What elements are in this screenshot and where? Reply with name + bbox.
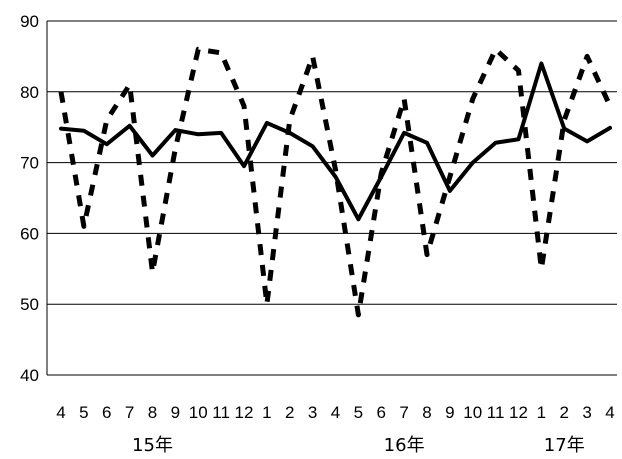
x-tick-label: 4 — [56, 403, 65, 422]
y-tick-label: 70 — [20, 154, 39, 173]
x-tick-label: 1 — [537, 403, 546, 422]
y-tick-label: 40 — [20, 366, 39, 385]
x-tick-label: 11 — [487, 403, 505, 422]
dashed-series-line — [58, 46, 613, 318]
solid-series-line — [59, 61, 612, 222]
x-tick-label: 6 — [377, 403, 386, 422]
x-tick-label: 1 — [262, 403, 271, 422]
x-tick-label: 12 — [509, 403, 528, 422]
x-tick-label: 8 — [422, 403, 431, 422]
x-tick-label: 12 — [235, 403, 254, 422]
x-tick-label: 10 — [189, 403, 208, 422]
x-tick-label: 5 — [79, 403, 88, 422]
y-tick-label: 80 — [20, 83, 39, 102]
x-tick-label: 5 — [354, 403, 363, 422]
x-tick-label: 9 — [171, 403, 180, 422]
series-layer — [58, 46, 613, 318]
x-tick-label: 8 — [148, 403, 157, 422]
year-labels: 15年 16年 17年 — [132, 435, 585, 456]
grid-lines — [47, 20, 617, 376]
x-tick-label: 3 — [308, 403, 317, 422]
y-tick-label: 90 — [20, 12, 39, 31]
x-tick-label: 4 — [605, 403, 614, 422]
x-tick-label: 2 — [285, 403, 294, 422]
year-label: 17年 — [544, 435, 585, 456]
x-tick-label: 2 — [560, 403, 569, 422]
x-tick-label: 10 — [463, 403, 482, 422]
x-tick-labels: 4 5 6 7 8 9 10 11 12 1 2 3 4 5 6 7 8 9 10 11 12 1 2 3 4 — [56, 403, 614, 422]
y-tick-label: 50 — [20, 295, 39, 314]
y-tick-labels: 40 50 60 70 80 90 — [20, 12, 39, 385]
x-tick-label: 6 — [102, 403, 111, 422]
year-label: 15年 — [132, 435, 173, 456]
y-tick-label: 60 — [20, 224, 39, 243]
x-tick-label: 9 — [445, 403, 454, 422]
x-tick-label: 3 — [582, 403, 591, 422]
x-tick-label: 11 — [212, 403, 230, 422]
x-tick-label: 7 — [399, 403, 408, 422]
year-label: 16年 — [384, 435, 425, 456]
x-tick-label: 4 — [331, 403, 340, 422]
x-tick-label: 7 — [125, 403, 134, 422]
